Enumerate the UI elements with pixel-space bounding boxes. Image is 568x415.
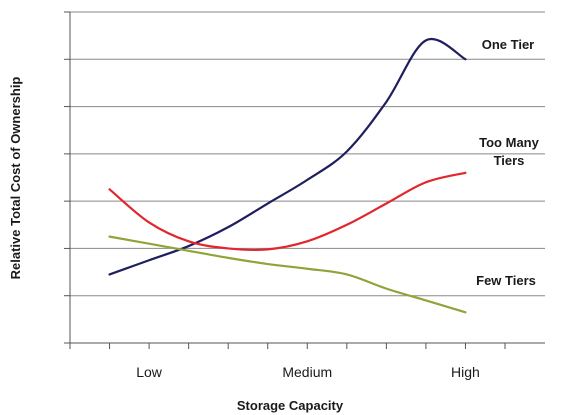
gridlines: [70, 11, 545, 297]
one-tier-line: [108, 37, 467, 276]
y-axis-title: Relative Total Cost of Ownership: [8, 77, 23, 280]
series-lines: [108, 37, 467, 314]
few-tiers-label: Few Tiers: [476, 273, 536, 288]
x-tick-label: Low: [136, 364, 163, 380]
series-labels: One Tier Too Many Tiers Few Tiers: [476, 37, 539, 288]
too-many-label: Too Many: [479, 135, 539, 150]
one-tier-label: One Tier: [482, 37, 535, 52]
x-tick-label: Medium: [282, 364, 332, 380]
tiers-label: Tiers: [494, 153, 525, 168]
few-tiers-line: [108, 235, 467, 314]
axis-ticks: [64, 11, 506, 349]
x-tick-label: High: [451, 364, 480, 380]
too-many-tiers-line: [108, 171, 467, 252]
x-axis-title: Storage Capacity: [237, 398, 344, 413]
x-tick-labels: Low Medium High: [136, 364, 480, 380]
axes: [69, 12, 545, 344]
